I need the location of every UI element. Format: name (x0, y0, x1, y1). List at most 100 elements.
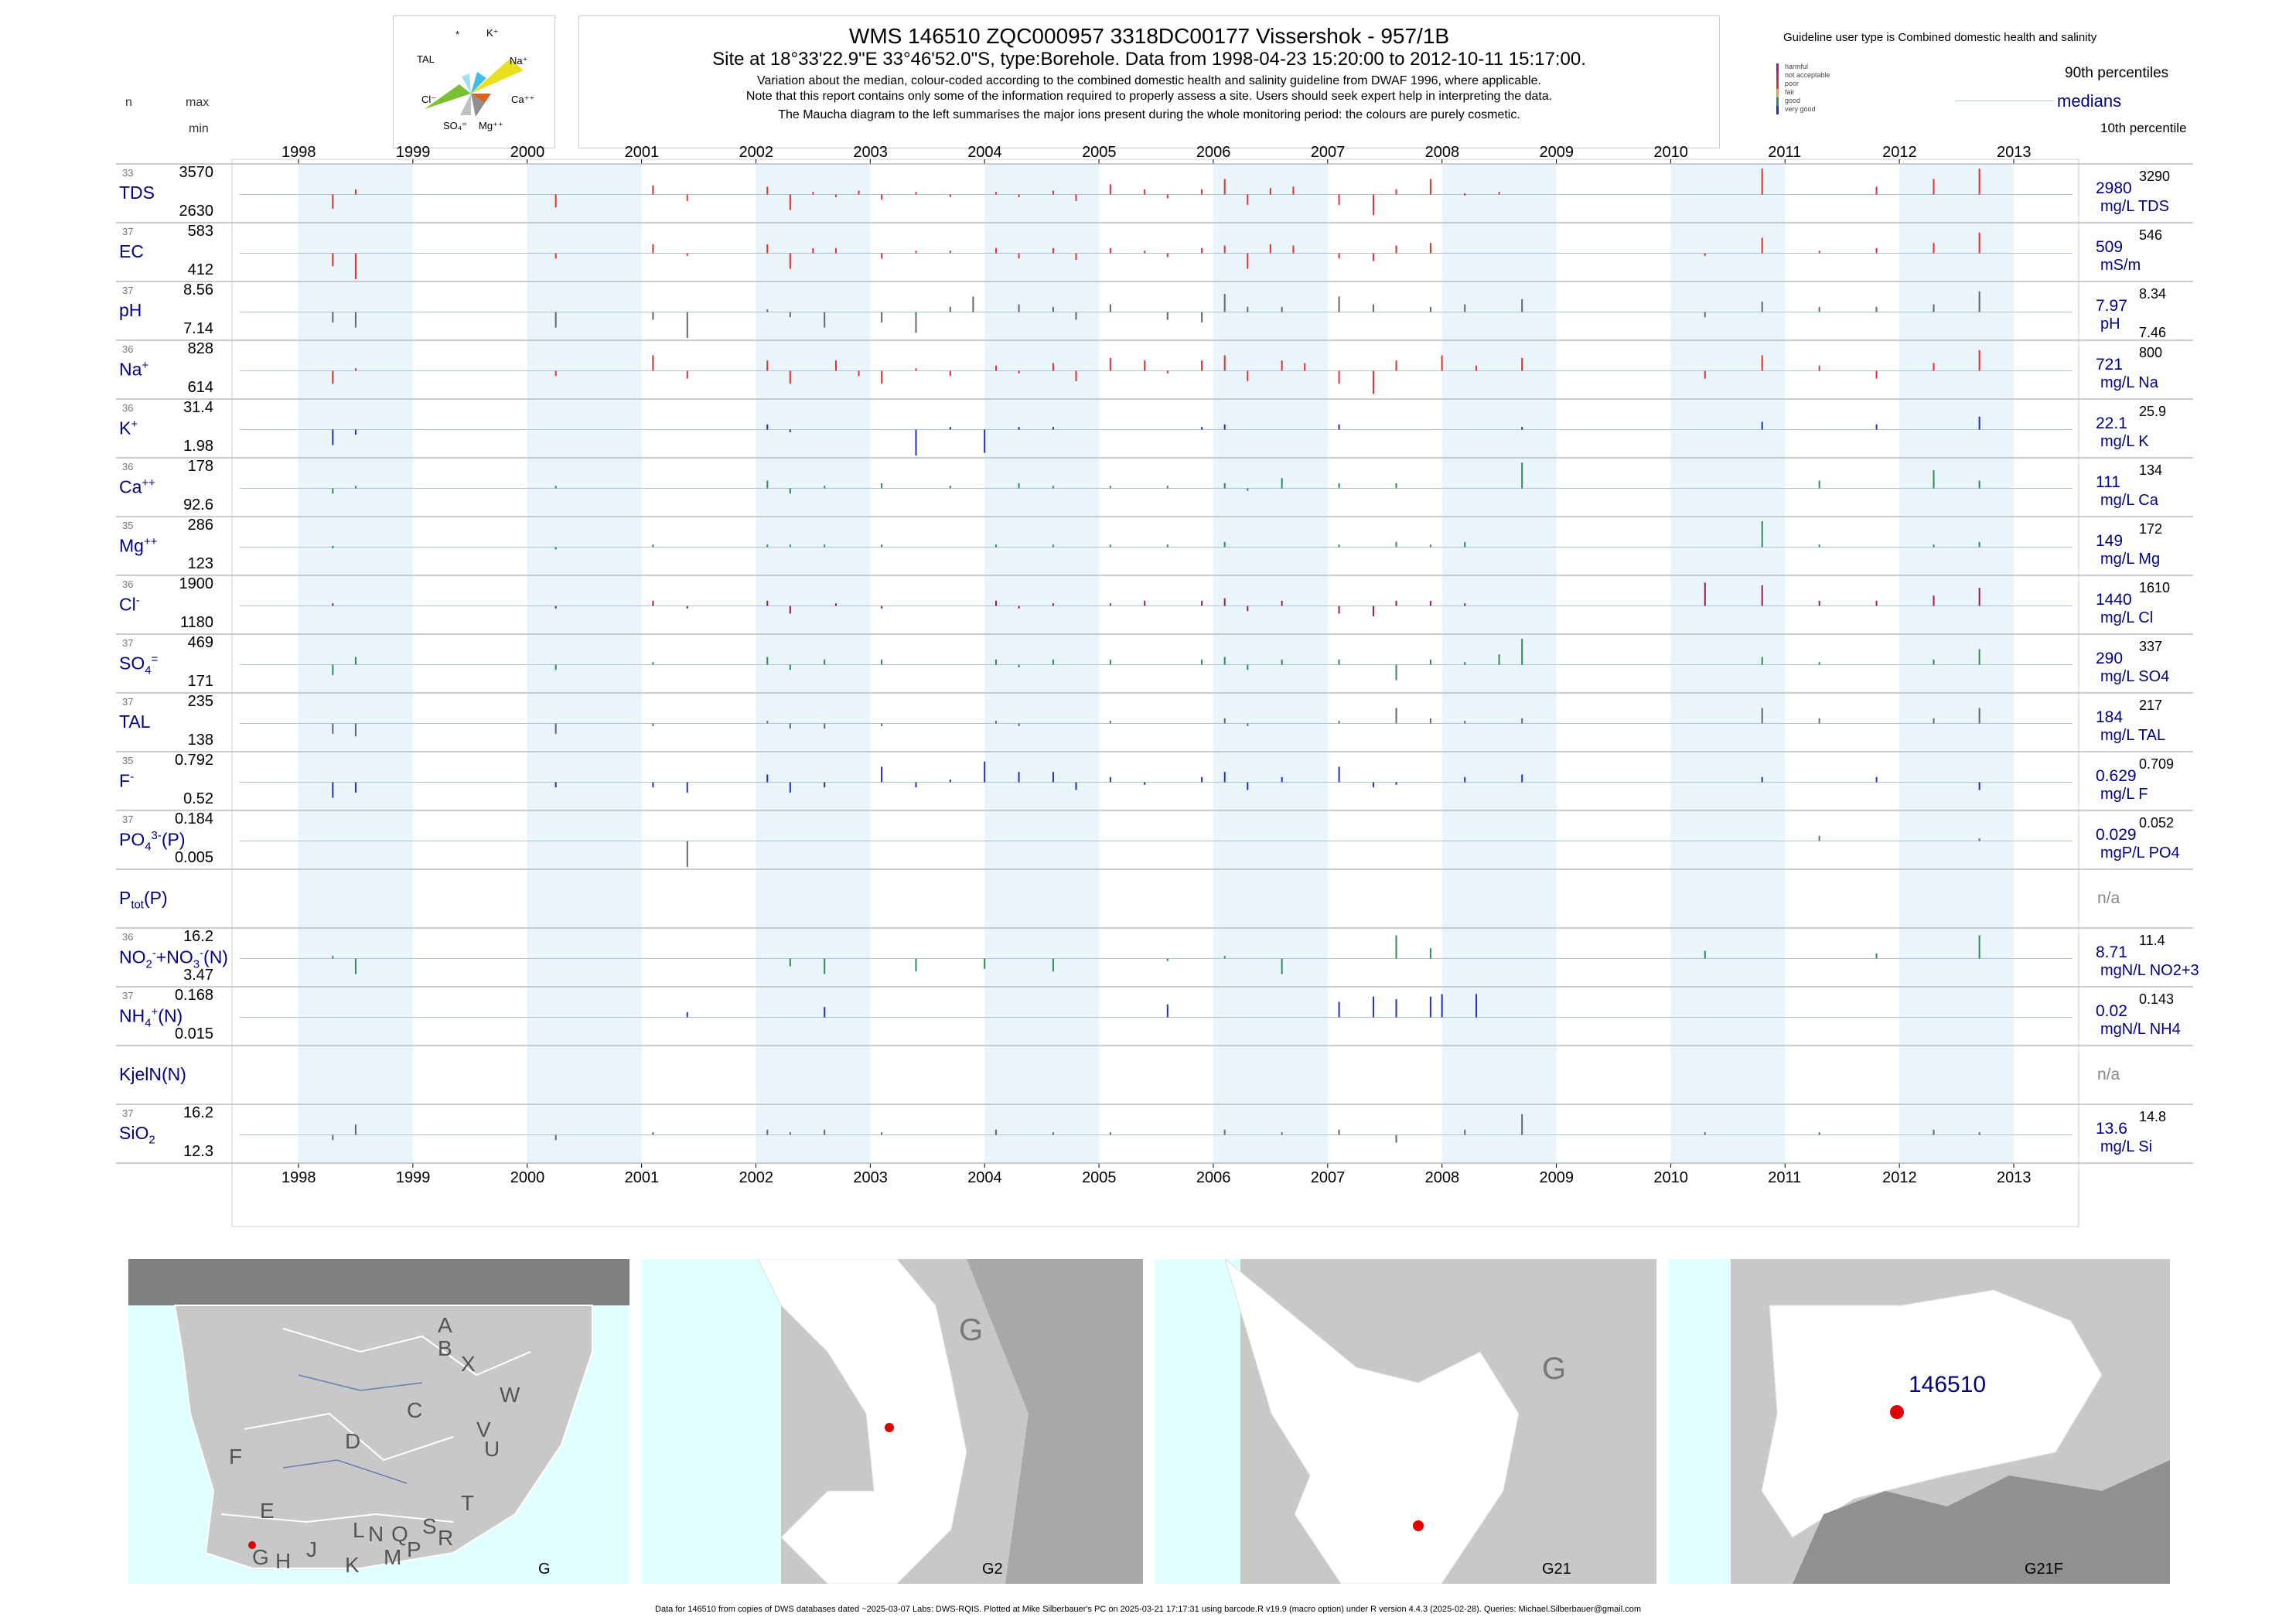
param-median: 184 (2096, 708, 2124, 726)
param-count: 37 (122, 285, 134, 296)
year-label: 2003 (853, 144, 888, 161)
param-min: 7.14 (183, 320, 213, 337)
region-label: F (229, 1445, 243, 1469)
legend-color-swatch (1776, 106, 1779, 114)
param-max: 1900 (179, 575, 214, 592)
param-count: 35 (122, 755, 134, 766)
region-label: V (476, 1418, 491, 1441)
report-subtitle: Site at 18°33'22.9"E 33°46'52.0"S, type:… (712, 49, 1586, 70)
year-label: 2010 (1653, 1169, 1688, 1186)
region-label: L (353, 1518, 365, 1542)
year-shade (1899, 164, 2014, 1163)
maucha-label: * (455, 29, 459, 40)
param-max: 16.2 (183, 1104, 213, 1121)
param-median: 111 (2096, 473, 2120, 491)
param-min: 2630 (179, 203, 214, 220)
map-label: G21 (1542, 1561, 1571, 1578)
param-count: 36 (122, 402, 134, 414)
param-p10: 7.46 (2139, 325, 2167, 340)
year-label: 2002 (739, 1169, 773, 1186)
param-median: 2980 (2096, 179, 2132, 197)
year-shade (984, 164, 1100, 1163)
median-legend: medians (2057, 91, 2122, 111)
region-label: C (407, 1398, 423, 1422)
year-shade (1213, 164, 1328, 1163)
param-name: pH (119, 300, 142, 320)
year-label: 2006 (1196, 144, 1231, 161)
param-median: 0.029 (2096, 826, 2137, 844)
map-g21f: 146510 G21F (1669, 1259, 2170, 1584)
param-p90: 0.143 (2139, 991, 2175, 1007)
param-median: 1440 (2096, 591, 2132, 609)
region-label: E (260, 1499, 275, 1523)
param-name: K+ (119, 418, 138, 438)
param-name: KjelN(N) (119, 1064, 186, 1084)
maucha-na (471, 59, 524, 94)
site-marker (248, 1541, 256, 1549)
p90-legend: 90th percentiles (2065, 65, 2169, 81)
param-median: 290 (2096, 650, 2124, 667)
param-min: 3.47 (183, 967, 213, 984)
param-max: 583 (187, 223, 213, 240)
param-name: SiO2 (119, 1123, 155, 1147)
param-count: 37 (122, 1107, 134, 1119)
map-g21-svg (1155, 1259, 1520, 1584)
region-label: Q (391, 1522, 408, 1546)
param-min: 123 (187, 555, 213, 572)
param-p90: 134 (2139, 462, 2163, 478)
param-max: 469 (187, 634, 213, 651)
param-p90: 217 (2139, 698, 2163, 713)
param-median: 0.629 (2096, 767, 2137, 785)
map-g21f-svg (1669, 1259, 2170, 1584)
param-count: 37 (122, 226, 134, 237)
map-label: G (538, 1561, 551, 1578)
param-max: 828 (187, 340, 213, 357)
maucha-cl (425, 84, 471, 109)
maucha-label: SO₄⁼ (443, 120, 467, 131)
param-median: n/a (2097, 1066, 2120, 1083)
report-note-3: The Maucha diagram to the left summarise… (778, 108, 1520, 121)
legend-color-swatch (1776, 63, 1779, 72)
region-label: S (422, 1514, 437, 1538)
param-median: 0.02 (2096, 1002, 2127, 1020)
year-label: 2000 (510, 144, 545, 161)
map-big-label: G (1542, 1352, 1567, 1386)
map-g2-svg (642, 1259, 1143, 1584)
param-unit: mg/L Mg (2100, 551, 2161, 568)
param-min: 0.015 (174, 1025, 213, 1042)
site-marker (1890, 1405, 1904, 1419)
year-label: 2002 (739, 144, 773, 161)
region-label: N (368, 1522, 384, 1546)
legend-label: harmful (1785, 63, 1809, 70)
maucha-mg (471, 94, 485, 117)
param-unit: mgN/L NO2+3 (2100, 962, 2199, 979)
map-label: G2 (982, 1561, 1003, 1578)
param-p90: 3290 (2139, 169, 2171, 184)
param-name: Ca++ (119, 476, 155, 497)
param-min: 92.6 (183, 496, 213, 513)
maucha-ca (471, 94, 491, 103)
year-label: 2013 (1997, 144, 2032, 161)
param-p90: 11.4 (2139, 933, 2165, 948)
param-unit: mg/L K (2100, 433, 2149, 450)
year-label: 2008 (1424, 1169, 1460, 1186)
param-min: 412 (187, 261, 213, 278)
year-shade (527, 164, 642, 1163)
year-label: 2008 (1424, 144, 1460, 161)
param-name: TDS (119, 183, 155, 203)
param-max: 3570 (179, 164, 214, 181)
param-name: Na+ (119, 359, 149, 380)
year-label: 2007 (1310, 144, 1346, 161)
region-label: T (461, 1491, 475, 1515)
guideline-title: Guideline user type is Combined domestic… (1783, 31, 2097, 44)
footer-note: Data for 146510 from copies of DWS datab… (655, 1605, 1641, 1614)
param-median: 13.6 (2096, 1120, 2127, 1138)
param-p90: 172 (2139, 521, 2163, 537)
region-label: B (438, 1336, 452, 1360)
site-marker (885, 1423, 894, 1432)
region-label: A (438, 1313, 452, 1337)
region-label: X (461, 1352, 476, 1376)
maucha-label: TAL (417, 53, 435, 65)
report-note-1: Variation about the median, colour-coded… (757, 74, 1541, 87)
